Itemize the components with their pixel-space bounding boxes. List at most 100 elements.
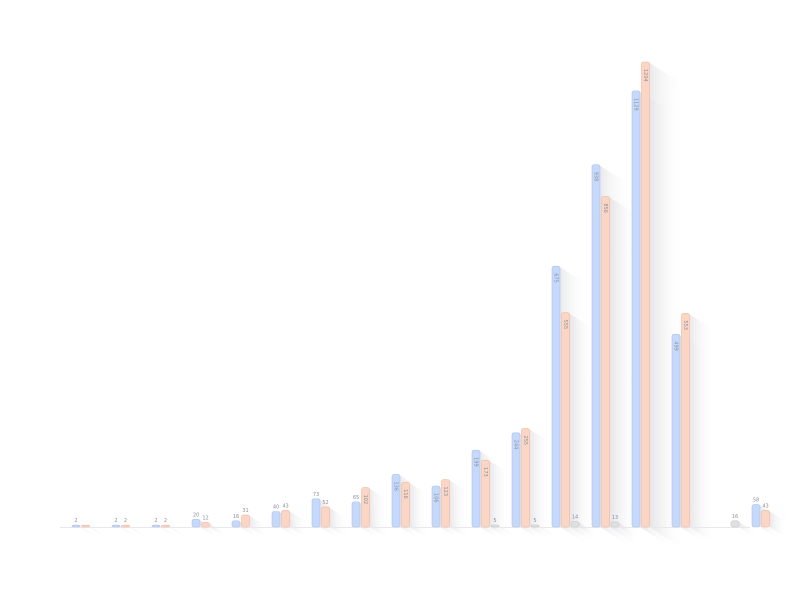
data-label: 106 — [433, 493, 439, 503]
data-label: 43 — [762, 503, 768, 509]
bar-0-11[interactable] — [511, 432, 521, 528]
bar-0-7[interactable] — [351, 501, 361, 528]
data-label: 136 — [393, 481, 399, 491]
bar-1-6[interactable] — [321, 506, 330, 528]
bar-1-4[interactable] — [241, 514, 250, 528]
bar-shadow — [169, 526, 188, 539]
bar-0-3[interactable] — [191, 518, 201, 528]
bar-0-5[interactable] — [271, 511, 281, 528]
data-label: 43 — [282, 503, 288, 509]
bar-1-5[interactable] — [281, 510, 290, 528]
bar-0-8[interactable] — [391, 474, 401, 528]
bar-shadow — [489, 461, 511, 541]
data-label: 31 — [242, 508, 248, 514]
data-label: 1129 — [633, 98, 639, 111]
data-label: 40 — [273, 505, 279, 511]
bar-0-15[interactable] — [671, 333, 681, 528]
bar-shadow — [120, 526, 139, 539]
bar-2-12[interactable] — [570, 521, 580, 528]
data-label: 173 — [482, 467, 488, 477]
data-label: 14 — [572, 515, 578, 521]
bar-1-7[interactable] — [361, 487, 370, 528]
data-label: 16 — [233, 514, 239, 520]
bar-1-10[interactable] — [481, 459, 490, 528]
bar-shadow — [289, 511, 309, 540]
data-label: 12 — [202, 515, 208, 521]
bar-shadow — [369, 488, 390, 540]
bar-0-10[interactable] — [471, 449, 481, 528]
data-label: 2 — [74, 518, 77, 524]
data-label: 199 — [473, 457, 479, 467]
bar-2-16[interactable] — [730, 520, 740, 528]
data-label: 255 — [522, 436, 528, 446]
bar-shadow — [449, 480, 470, 540]
bar-shadow — [539, 526, 558, 539]
bar-0-12[interactable] — [551, 266, 561, 528]
data-label: 2 — [154, 518, 157, 524]
bar-0-2[interactable] — [151, 524, 161, 528]
data-label: 2 — [114, 518, 117, 524]
bar-2-10[interactable] — [490, 524, 500, 528]
bar-0-9[interactable] — [431, 485, 441, 528]
data-label: 52 — [322, 500, 328, 506]
data-label: 16 — [732, 514, 738, 520]
bar-shadow — [569, 313, 597, 545]
bar-1-15[interactable] — [681, 313, 690, 528]
bar-shadow — [160, 526, 179, 539]
bar-shadow — [579, 522, 598, 539]
bar-0-4[interactable] — [231, 520, 241, 528]
bar-shadow — [689, 314, 717, 545]
data-label: 102 — [362, 495, 368, 505]
bar-1-12[interactable] — [561, 312, 570, 528]
bar-0-14[interactable] — [631, 90, 641, 528]
bar-1-11[interactable] — [521, 428, 530, 528]
data-label: 73 — [313, 492, 319, 498]
bar-0-1[interactable] — [111, 524, 121, 528]
data-label: 856 — [602, 203, 608, 213]
bar-shadow — [529, 429, 552, 542]
bar-1-9[interactable] — [441, 479, 450, 528]
data-label: 58 — [753, 498, 759, 504]
data-label: 1204 — [642, 69, 648, 82]
data-label: 20 — [193, 512, 199, 518]
bar-1-0[interactable] — [81, 524, 90, 528]
data-label: 65 — [353, 495, 359, 501]
bar-shadow — [739, 521, 758, 539]
bar-2-13[interactable] — [610, 521, 620, 528]
data-label: 555 — [562, 320, 568, 330]
data-label: 123 — [442, 486, 448, 496]
bar-shadow — [409, 483, 430, 540]
data-label: 938 — [593, 172, 599, 182]
bar-1-2[interactable] — [161, 524, 170, 528]
bars-layer — [71, 61, 770, 528]
data-label: 675 — [553, 273, 559, 283]
bar-1-1[interactable] — [121, 524, 130, 528]
bar-shadow — [129, 526, 148, 539]
data-label: 499 — [673, 341, 679, 351]
bar-shadow — [619, 522, 638, 539]
data-label: 5 — [533, 518, 536, 524]
data-label: 2 — [124, 518, 127, 524]
bar-shadow — [89, 526, 108, 539]
bar-0-17[interactable] — [751, 504, 761, 528]
bar-0-13[interactable] — [591, 164, 601, 528]
data-label: 116 — [402, 489, 408, 499]
bar-1-3[interactable] — [201, 522, 210, 528]
bar-0-0[interactable] — [71, 524, 81, 528]
bar-shadow — [329, 507, 349, 540]
bar-0-6[interactable] — [311, 498, 321, 528]
data-label: 553 — [682, 320, 688, 330]
bar-shadow — [80, 526, 99, 539]
bar-shadow — [499, 526, 518, 539]
bar-1-8[interactable] — [401, 481, 410, 528]
bar-shadow — [769, 511, 789, 540]
bar-1-13[interactable] — [601, 196, 610, 528]
data-label: 2 — [164, 518, 167, 524]
bar-1-17[interactable] — [761, 510, 770, 528]
bar-2-11[interactable] — [530, 524, 540, 528]
data-label: 13 — [612, 515, 618, 521]
bar-1-14[interactable] — [641, 61, 650, 528]
